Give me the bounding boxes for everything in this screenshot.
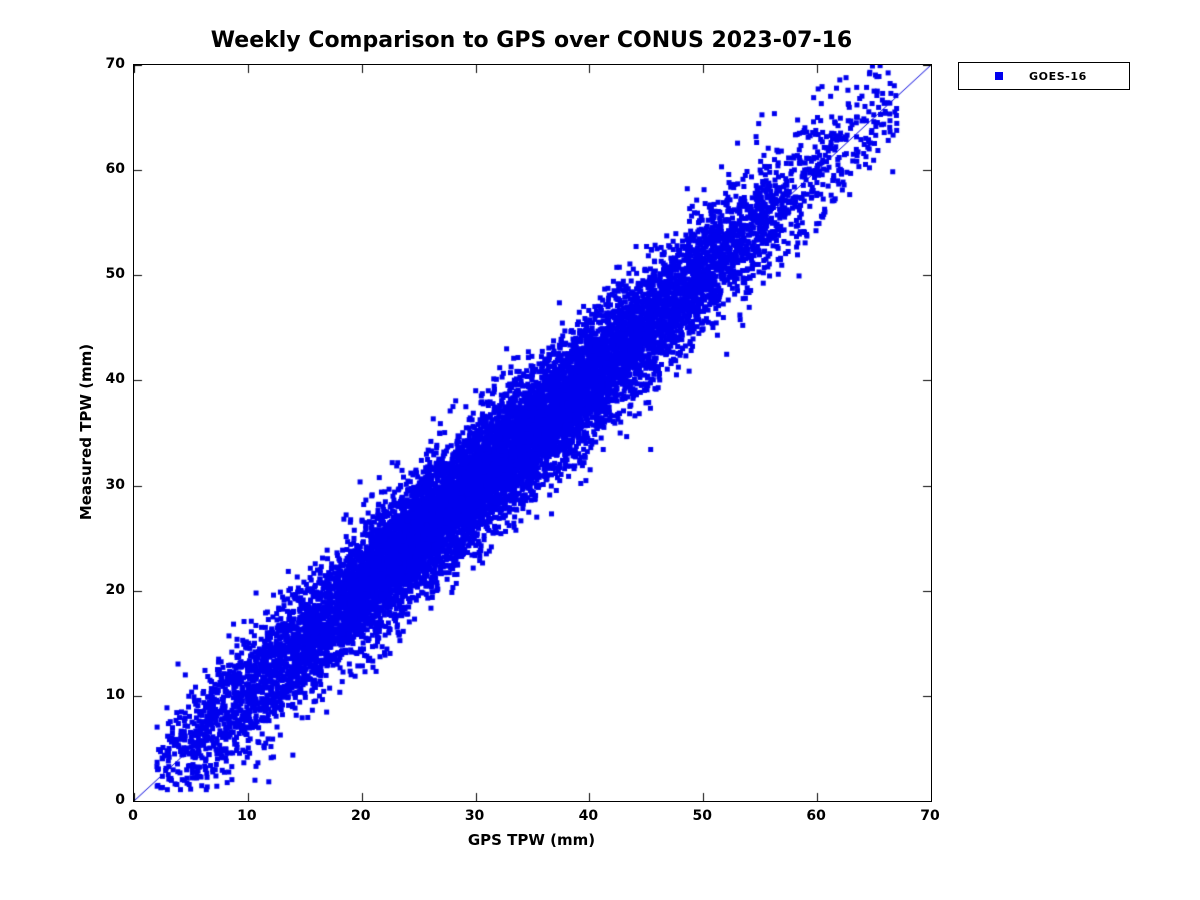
y-axis-label: Measured TPW (mm) xyxy=(77,343,95,521)
scatter-plot-canvas xyxy=(134,65,931,801)
y-tick-label: 0 xyxy=(115,792,125,808)
legend: GOES-16 xyxy=(958,62,1130,90)
x-tick-label: 60 xyxy=(806,808,826,824)
y-tick-label: 30 xyxy=(105,476,125,493)
y-tick-label: 60 xyxy=(105,161,125,178)
y-tick-label: 70 xyxy=(105,56,125,72)
x-tick-label: 20 xyxy=(350,808,371,824)
x-tick-label: 70 xyxy=(920,808,940,824)
y-tick-label: 50 xyxy=(105,266,125,283)
x-tick-label: 50 xyxy=(692,808,713,824)
x-axis-label: GPS TPW (mm) xyxy=(467,831,596,849)
x-tick-label: 40 xyxy=(578,808,599,824)
chart-title: Weekly Comparison to GPS over CONUS 2023… xyxy=(210,28,853,53)
legend-label: GOES-16 xyxy=(1029,69,1087,83)
x-tick-label: 10 xyxy=(237,808,257,824)
x-tick-label: 30 xyxy=(464,808,485,824)
y-tick-label: 20 xyxy=(105,581,125,598)
y-tick-label: 40 xyxy=(105,371,125,388)
y-tick-label: 10 xyxy=(105,686,125,703)
plot-area xyxy=(133,64,932,802)
legend-marker-square-icon xyxy=(995,72,1003,80)
x-tick-label: 0 xyxy=(128,808,138,824)
